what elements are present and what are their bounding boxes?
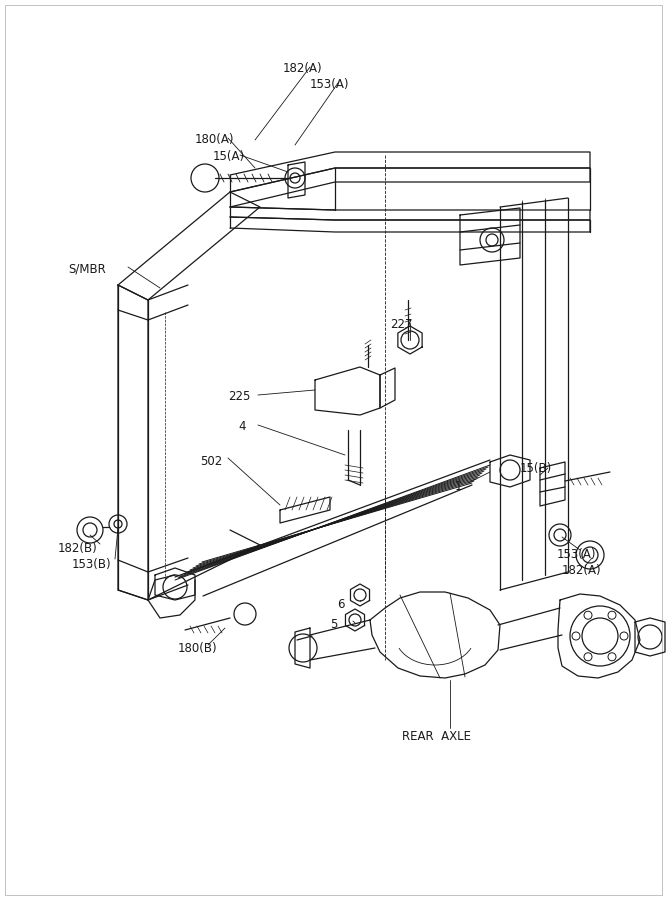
Text: 153(A): 153(A)	[557, 548, 596, 561]
Text: S/MBR: S/MBR	[68, 262, 106, 275]
Text: 153(A): 153(A)	[310, 78, 350, 91]
Text: 180(B): 180(B)	[178, 642, 217, 655]
Text: 180(A): 180(A)	[195, 133, 235, 146]
Text: 225: 225	[228, 390, 250, 403]
Text: 502: 502	[200, 455, 222, 468]
Text: 153(B): 153(B)	[72, 558, 111, 571]
Text: 15(A): 15(A)	[213, 150, 245, 163]
Text: 5: 5	[330, 618, 338, 631]
Text: 1: 1	[455, 480, 462, 493]
Text: 4: 4	[238, 420, 245, 433]
Text: REAR  AXLE: REAR AXLE	[402, 730, 471, 743]
Text: 182(B): 182(B)	[58, 542, 98, 555]
Text: 182(A): 182(A)	[562, 564, 602, 577]
Text: 6: 6	[337, 598, 344, 611]
Text: 182(A): 182(A)	[283, 62, 323, 75]
Text: 227: 227	[390, 318, 412, 331]
Text: 15(B): 15(B)	[520, 462, 552, 475]
